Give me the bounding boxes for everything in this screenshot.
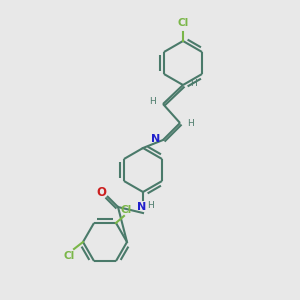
Text: Cl: Cl: [177, 18, 189, 28]
Text: N: N: [137, 202, 147, 212]
Text: N: N: [152, 134, 160, 144]
Text: H: H: [187, 118, 194, 127]
Text: H: H: [190, 80, 197, 88]
Text: H: H: [147, 202, 153, 211]
Text: Cl: Cl: [120, 205, 132, 215]
Text: Cl: Cl: [63, 251, 75, 261]
Text: H: H: [149, 98, 156, 106]
Text: O: O: [96, 187, 106, 200]
